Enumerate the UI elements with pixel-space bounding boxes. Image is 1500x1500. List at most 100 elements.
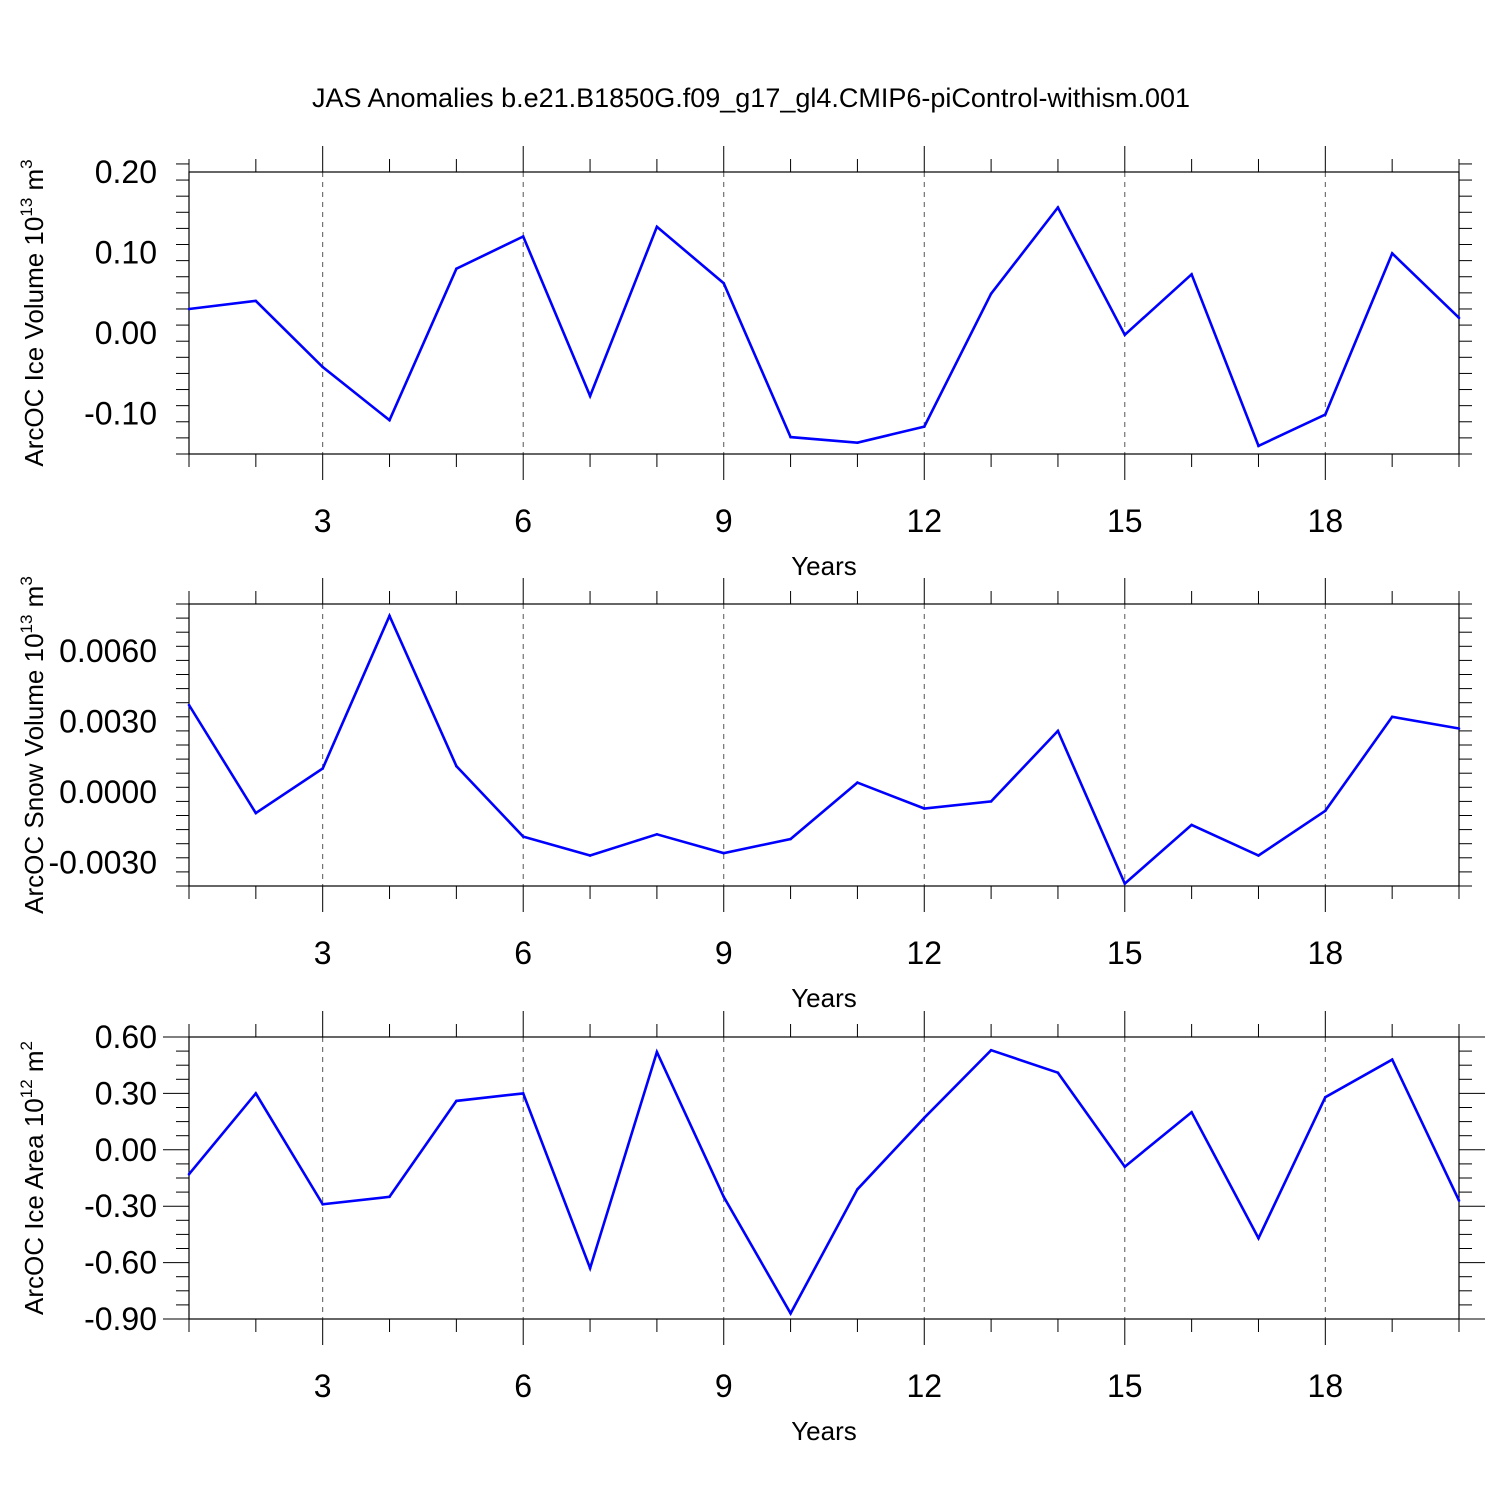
y-axis-label: ArcOC Ice Volume 1013 m3 bbox=[17, 159, 49, 466]
data-point bbox=[789, 837, 792, 841]
data-point bbox=[521, 835, 525, 838]
data-point bbox=[588, 1266, 592, 1270]
data-point bbox=[1056, 1071, 1060, 1075]
data-point bbox=[588, 854, 592, 857]
y-tick-label: -0.60 bbox=[84, 1245, 157, 1281]
data-point bbox=[187, 307, 191, 311]
y-axis-label-exponent: 12 bbox=[17, 1079, 36, 1098]
y-tick-label: -0.0030 bbox=[48, 845, 157, 881]
data-point bbox=[922, 1116, 926, 1120]
data-point bbox=[321, 365, 324, 369]
data-point bbox=[455, 1099, 458, 1103]
plot-frame bbox=[188, 1036, 1460, 1320]
data-point bbox=[1457, 727, 1461, 730]
series-line bbox=[187, 1048, 1461, 1317]
series-line bbox=[188, 205, 1460, 448]
data-point bbox=[1390, 252, 1394, 255]
data-point bbox=[655, 225, 659, 229]
data-point bbox=[455, 267, 458, 270]
data-point bbox=[1457, 1199, 1461, 1202]
data-point bbox=[187, 703, 191, 707]
x-tick-label: 6 bbox=[514, 935, 532, 971]
data-point bbox=[254, 1092, 258, 1095]
data-point bbox=[254, 299, 258, 303]
x-tick-label: 12 bbox=[906, 503, 942, 539]
y-axis-label-unit-exponent: 3 bbox=[17, 576, 36, 585]
data-point bbox=[1324, 413, 1327, 416]
y-axis-label-text: ArcOC Snow Volume 10 bbox=[19, 633, 49, 913]
x-tick-label: 3 bbox=[314, 503, 332, 539]
data-point bbox=[1390, 1058, 1394, 1061]
data-point bbox=[989, 292, 993, 295]
y-tick-label: 0.0000 bbox=[59, 774, 157, 810]
chart-panel-3: 3 6 9 12 15 18 -0.90 -0.60 -0.30 0.00 0.30 0.60 Year… bbox=[17, 1011, 1485, 1446]
x-tick-label: 9 bbox=[715, 503, 733, 539]
y-tick-label: 0.0030 bbox=[59, 704, 157, 740]
x-tick-label: 15 bbox=[1107, 935, 1143, 971]
x-tick-label: 18 bbox=[1308, 935, 1344, 971]
data-point bbox=[722, 281, 726, 285]
chart-panel-2: 3 6 9 12 15 18 -0.0030 0.0000 0.0030 0.0060 Years A… bbox=[17, 576, 1472, 1013]
y-axis-label-unit-exponent: 2 bbox=[17, 1041, 36, 1050]
data-point bbox=[722, 851, 726, 855]
x-tick-label: 3 bbox=[314, 935, 332, 971]
data-point bbox=[1056, 206, 1060, 209]
x-tick-label: 6 bbox=[514, 503, 532, 539]
y-axis-label-unit: m bbox=[19, 586, 49, 615]
data-point bbox=[1190, 273, 1193, 276]
data-point bbox=[856, 781, 859, 784]
data-point bbox=[655, 1050, 659, 1054]
data-point bbox=[1190, 1110, 1193, 1114]
data-point bbox=[521, 1092, 525, 1095]
y-tick-label: 0.30 bbox=[95, 1075, 157, 1111]
x-axis-label: Years bbox=[791, 983, 857, 1013]
data-point bbox=[1123, 882, 1127, 885]
x-axis-label: Years bbox=[791, 1416, 857, 1446]
y-axis-label-exponent: 13 bbox=[17, 198, 36, 217]
data-point bbox=[789, 1312, 792, 1315]
x-tick-label: 9 bbox=[715, 1368, 733, 1404]
data-point bbox=[1190, 823, 1193, 827]
y-tick-label: -0.10 bbox=[84, 396, 157, 432]
y-axis-label-text: ArcOC Ice Area 10 bbox=[19, 1098, 49, 1315]
series-line bbox=[187, 612, 1460, 886]
data-point bbox=[789, 435, 792, 439]
y-axis-label: ArcOC Snow Volume 1013 m3 bbox=[17, 576, 49, 914]
data-point bbox=[1457, 316, 1461, 320]
data-point bbox=[989, 800, 993, 803]
data-point bbox=[1324, 1095, 1327, 1099]
data-point bbox=[521, 235, 525, 238]
x-tick-label: 9 bbox=[715, 935, 733, 971]
data-point bbox=[989, 1048, 993, 1052]
y-tick-label: -0.90 bbox=[84, 1301, 157, 1337]
data-point bbox=[1390, 715, 1394, 719]
data-point bbox=[1257, 854, 1260, 857]
x-tick-label: 18 bbox=[1308, 1368, 1344, 1404]
chart-panels: 3 6 9 12 15 18 -0.10 0.00 0.10 0.20 Years ArcOC Ice… bbox=[17, 146, 1485, 1446]
y-tick-label: 0.00 bbox=[95, 315, 157, 351]
plot-frame bbox=[188, 171, 1460, 455]
y-axis-label-exponent: 13 bbox=[17, 615, 36, 634]
chart-panel-1: 3 6 9 12 15 18 -0.10 0.00 0.10 0.20 Years ArcOC Ice… bbox=[17, 146, 1472, 581]
y-tick-label: 0.00 bbox=[95, 1132, 157, 1168]
x-tick-label: 3 bbox=[314, 1368, 332, 1404]
data-point bbox=[321, 1203, 324, 1206]
x-tick-label: 15 bbox=[1107, 1368, 1143, 1404]
y-axis-label-text: ArcOC Ice Volume 10 bbox=[19, 217, 49, 467]
data-point bbox=[1056, 729, 1060, 733]
y-tick-label: 0.20 bbox=[95, 154, 157, 190]
data-point bbox=[388, 1195, 391, 1199]
data-point bbox=[254, 811, 258, 815]
figure-title: JAS Anomalies b.e21.B1850G.f09_g17_gl4.C… bbox=[312, 83, 1190, 113]
data-point bbox=[1324, 809, 1327, 813]
data-point bbox=[1257, 1236, 1260, 1240]
y-axis-label: ArcOC Ice Area 1012 m2 bbox=[17, 1041, 49, 1315]
x-tick-label: 6 bbox=[514, 1368, 532, 1404]
plot-frame bbox=[188, 603, 1460, 887]
x-tick-label: 18 bbox=[1308, 503, 1344, 539]
data-point bbox=[856, 441, 859, 445]
x-tick-label: 12 bbox=[906, 1368, 942, 1404]
data-point bbox=[455, 764, 458, 768]
data-point bbox=[1123, 1165, 1127, 1169]
